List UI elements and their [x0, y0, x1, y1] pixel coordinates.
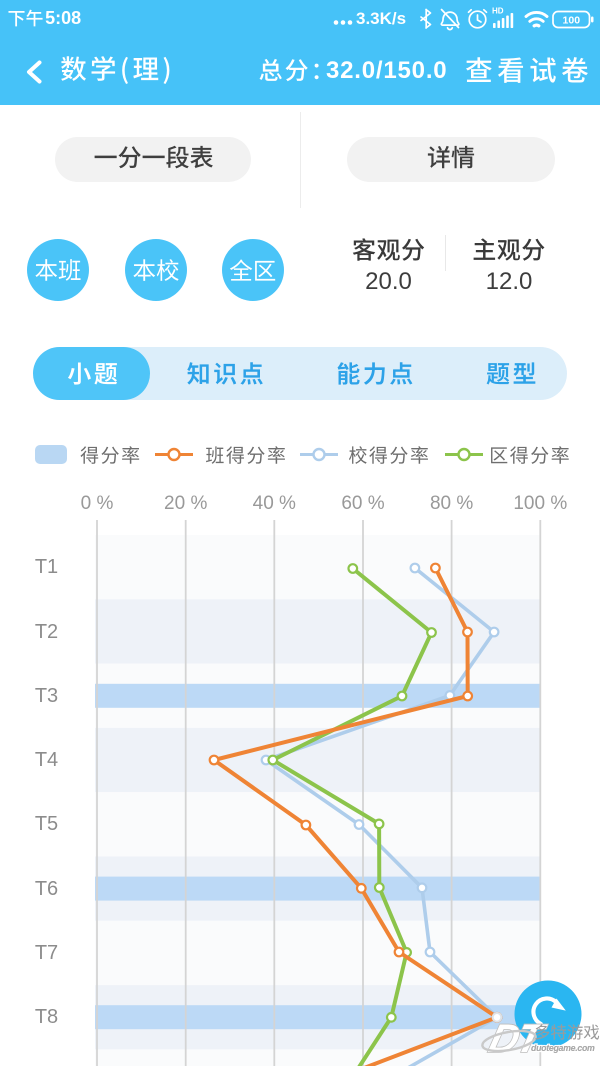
- svg-text:duotegame.com: duotegame.com: [531, 1043, 595, 1053]
- svg-text:duotegame.com: duotegame.com: [531, 1043, 595, 1053]
- svg-text:100: 100: [563, 15, 581, 27]
- svg-text:HD: HD: [492, 7, 504, 16]
